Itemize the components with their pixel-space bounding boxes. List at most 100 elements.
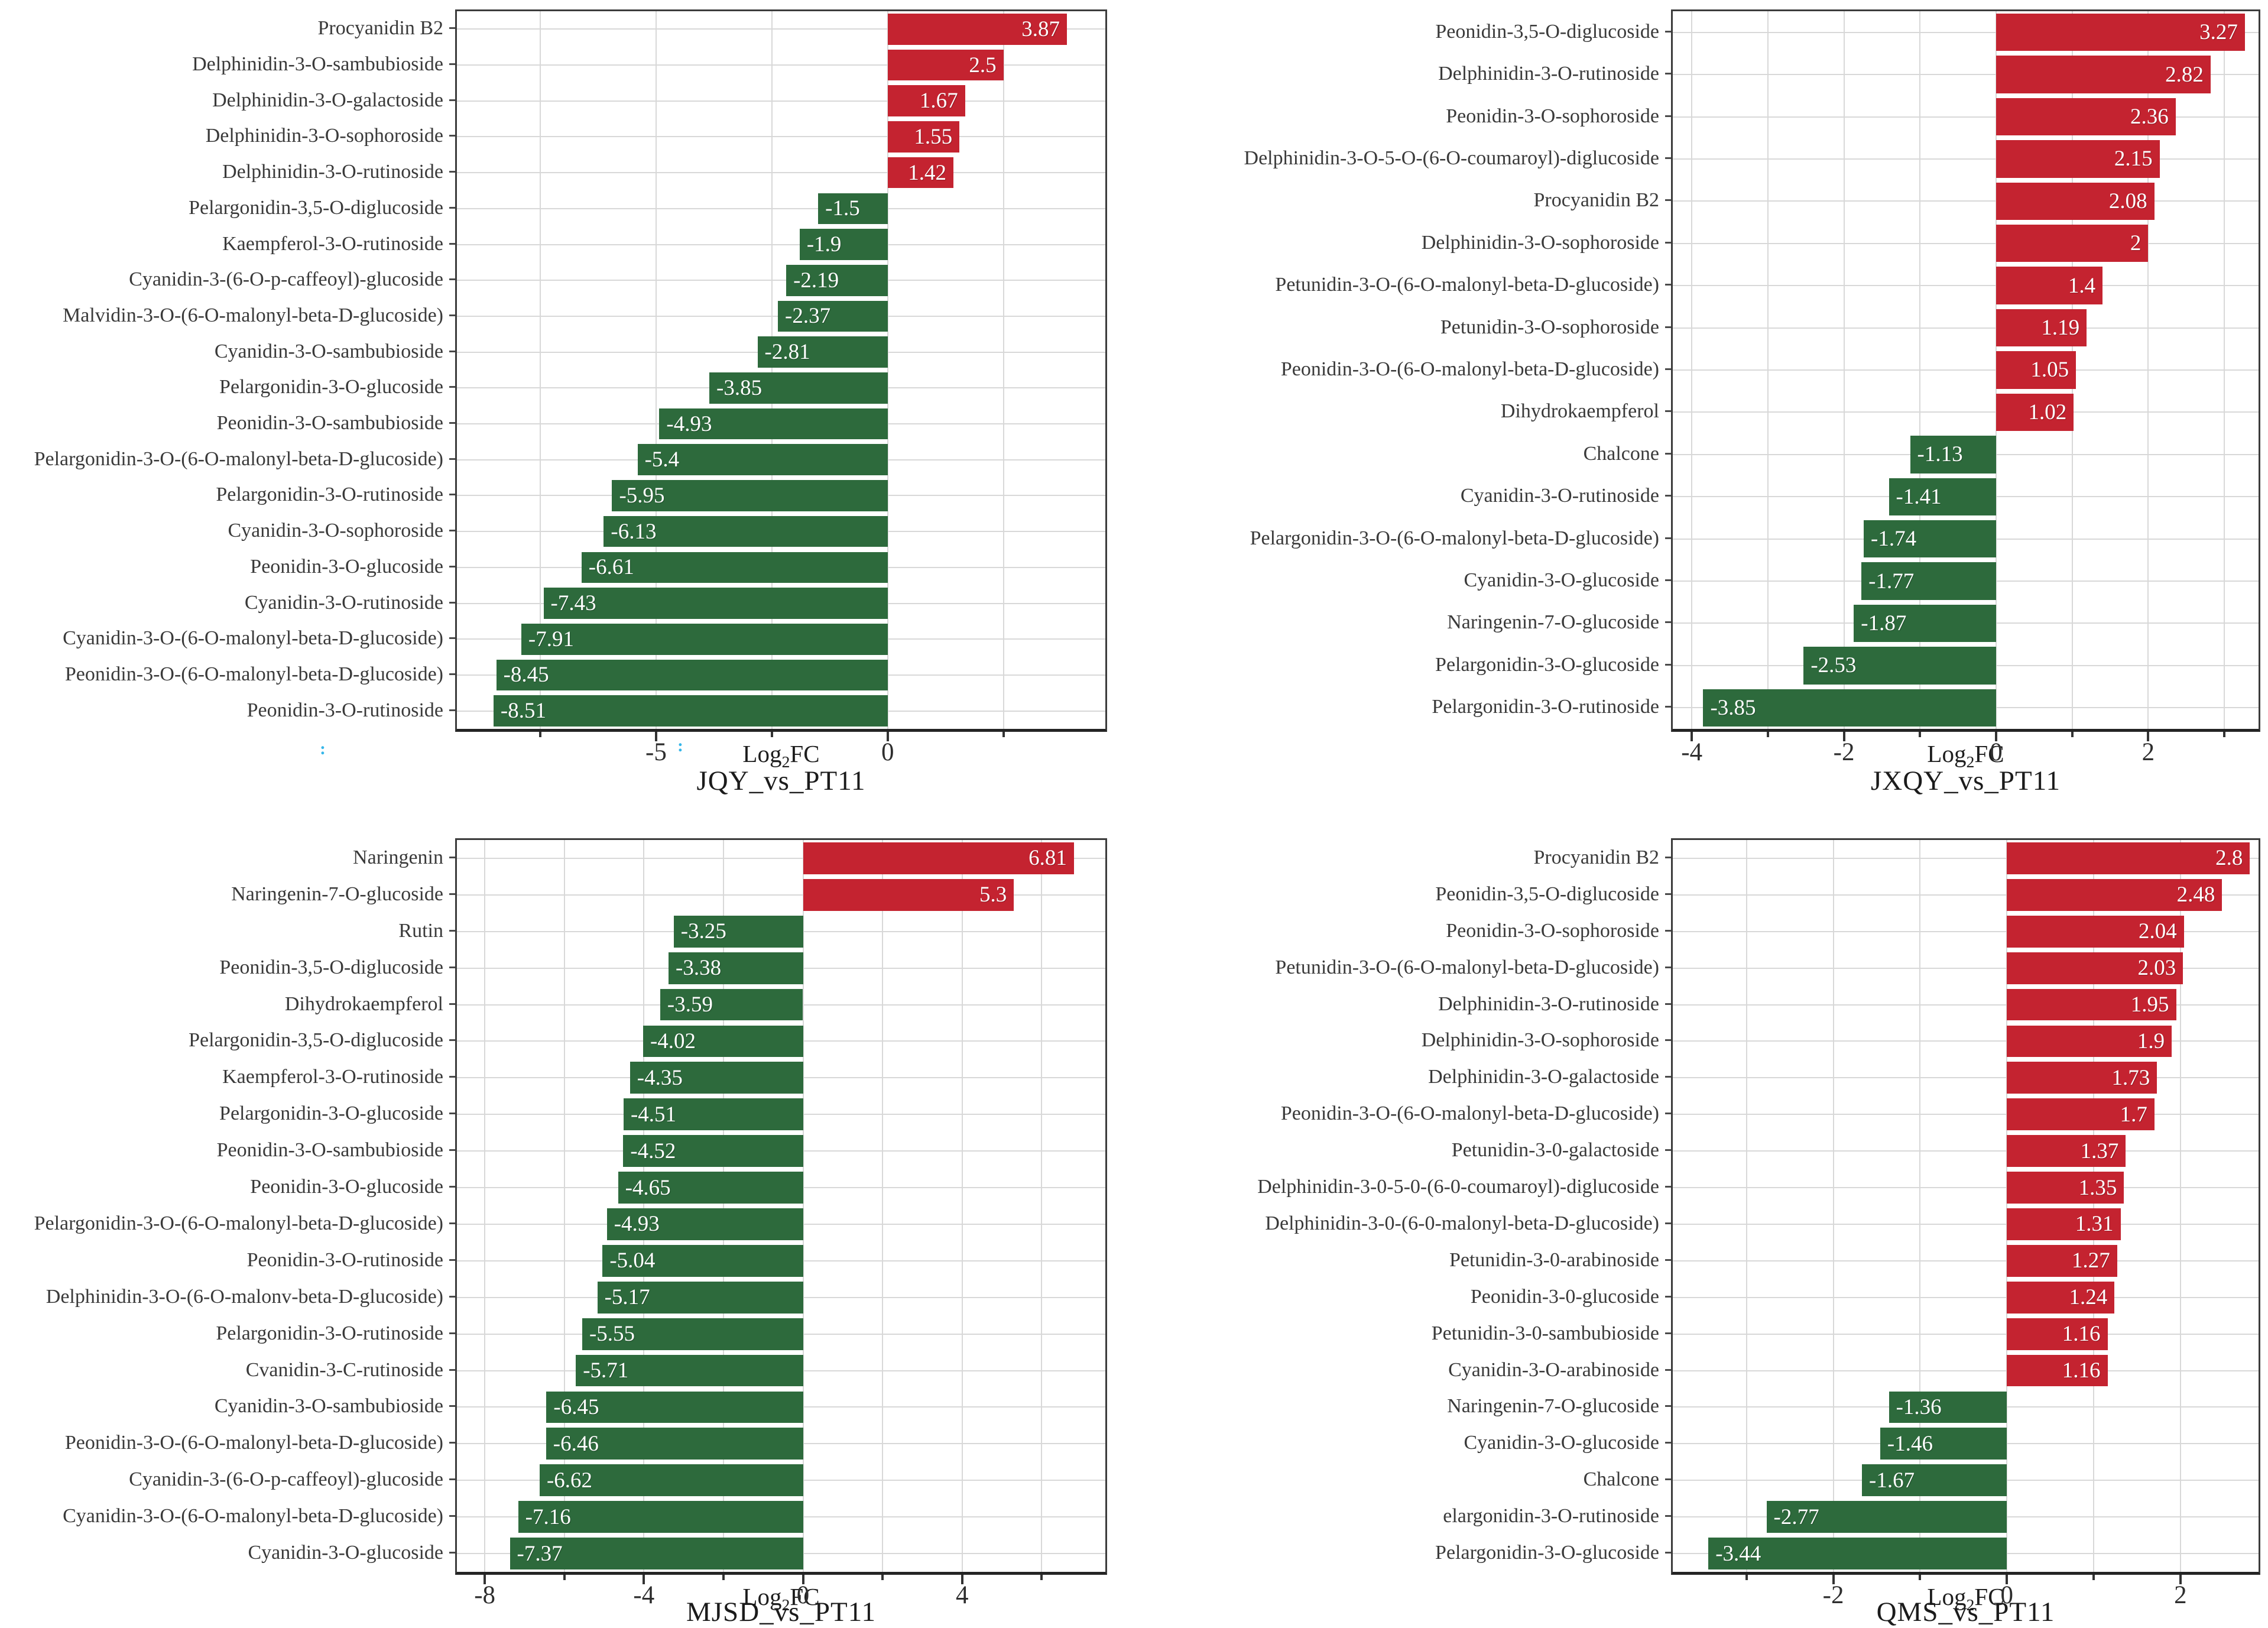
bar-downregulated: -6.62 xyxy=(539,1464,803,1497)
chart-panel-jqy-vs-pt11: 3.87 2.5 1.67 1.55 1.42 -1.5 -1.9 -2.19 -2.37 -2.… xyxy=(0,0,1125,812)
bar-downregulated: -3.85 xyxy=(1703,689,1996,727)
vertical-gridline xyxy=(2093,840,2095,1572)
bar-value-label: 5.3 xyxy=(979,883,1007,907)
category-tick xyxy=(1665,410,1671,413)
bar-upregulated: 2.04 xyxy=(2007,915,2184,948)
bar-value-label: 1.7 xyxy=(2120,1102,2147,1127)
bar-value-label: 1.4 xyxy=(2068,273,2096,298)
category-tick xyxy=(449,637,455,640)
category-label: Cvanidin-3-C-rutinoside xyxy=(245,1358,443,1381)
bar-downregulated: -4.35 xyxy=(630,1062,803,1094)
vertical-gridline xyxy=(655,11,657,729)
bar-value-label: 2.08 xyxy=(2108,189,2147,213)
bar-upregulated: 1.37 xyxy=(2007,1135,2126,1168)
horizontal-gridline xyxy=(1673,200,2259,202)
x-tick-label: 2 xyxy=(2142,738,2155,766)
horizontal-gridline xyxy=(457,280,1105,281)
bar-value-label: 1.16 xyxy=(2062,1322,2101,1347)
bar-upregulated: 1.4 xyxy=(1996,267,2103,304)
x-axis-label-text: FC xyxy=(1974,1583,2004,1610)
category-tick xyxy=(1665,284,1671,286)
bar-value-label: -4.02 xyxy=(650,1029,696,1053)
x-axis-label-subscript: 2 xyxy=(781,753,790,772)
bar-value-label: 2.5 xyxy=(969,53,997,77)
x-axis-label-text: Log xyxy=(1927,1583,1967,1610)
bar-value-label: -6.13 xyxy=(611,519,657,544)
vertical-gridline xyxy=(961,840,963,1572)
axis-major-tick xyxy=(654,732,657,741)
vertical-gridline xyxy=(2179,840,2181,1572)
category-label: Pelargonidin-3-O-rutinoside xyxy=(216,1322,443,1344)
category-label: Delphinidin-3-O-rutinoside xyxy=(1438,63,1659,85)
horizontal-gridline xyxy=(1673,857,2259,859)
bar-value-label: -3.25 xyxy=(680,919,726,944)
bar-downregulated: -2.19 xyxy=(786,264,888,296)
bar-downregulated: -7.43 xyxy=(543,588,888,619)
vertical-gridline xyxy=(802,840,804,1572)
category-tick xyxy=(1665,452,1671,455)
axis-minor-tick xyxy=(770,732,773,737)
category-tick xyxy=(1665,537,1671,539)
x-axis-label: Log2FC xyxy=(1671,1582,2260,1615)
bar-downregulated: -1.77 xyxy=(1861,562,1996,600)
category-label: Dihydrokaempferol xyxy=(1500,400,1659,423)
horizontal-gridline xyxy=(1673,1370,2259,1371)
category-tick xyxy=(449,601,455,604)
horizontal-gridline xyxy=(1673,1260,2259,1261)
category-label: Pelargonidin-3-O-(6-O-malonyl-beta-D-glu… xyxy=(1250,527,1659,549)
bar-downregulated: -4.93 xyxy=(659,408,888,440)
horizontal-gridline xyxy=(457,207,1105,209)
category-label: elargonidin-3-O-rutinoside xyxy=(1443,1505,1659,1528)
horizontal-gridline xyxy=(1673,1150,2259,1152)
category-tick xyxy=(449,856,455,858)
category-tick xyxy=(1665,1113,1671,1115)
bar-value-label: 1.31 xyxy=(2075,1212,2114,1237)
bar-downregulated: -3.59 xyxy=(660,988,803,1021)
axis-minor-tick xyxy=(1745,1575,1748,1580)
category-tick xyxy=(449,893,455,895)
category-tick xyxy=(1665,73,1671,75)
bar-value-label: 3.27 xyxy=(2199,20,2238,45)
category-tick xyxy=(1665,1405,1671,1408)
category-tick xyxy=(1665,1332,1671,1334)
category-tick xyxy=(449,530,455,532)
category-tick xyxy=(449,458,455,460)
category-tick xyxy=(449,63,455,66)
bar-upregulated: 1.73 xyxy=(2007,1062,2157,1094)
horizontal-gridline xyxy=(1673,369,2259,371)
category-tick xyxy=(1665,30,1671,33)
bar-downregulated: -4.93 xyxy=(606,1208,803,1240)
bar-value-label: 2 xyxy=(2130,231,2142,256)
category-tick xyxy=(1665,1222,1671,1224)
bar-upregulated: 1.67 xyxy=(887,85,965,117)
category-tick xyxy=(449,709,455,711)
category-tick xyxy=(1665,241,1671,244)
horizontal-gridline xyxy=(1673,1114,2259,1115)
category-tick xyxy=(449,99,455,101)
category-label: Delphinidin-3-O-(6-O-malonv-beta-D-gluco… xyxy=(46,1285,443,1308)
category-tick xyxy=(449,1149,455,1152)
bar-downregulated: -3.38 xyxy=(669,952,803,984)
horizontal-gridline xyxy=(1673,930,2259,932)
bar-upregulated: 1.05 xyxy=(1996,351,2076,389)
bar-value-label: -1.9 xyxy=(806,232,842,257)
bar-value-label: 2.15 xyxy=(2114,147,2153,171)
category-tick xyxy=(449,1076,455,1078)
chart-title: JXQY_vs_PT11 xyxy=(1870,766,2061,796)
category-tick xyxy=(449,206,455,209)
x-tick-label: 4 xyxy=(955,1581,969,1609)
axis-minor-tick xyxy=(1919,1575,1922,1580)
bar-downregulated: -4.02 xyxy=(643,1025,803,1058)
vertical-gridline xyxy=(643,840,645,1572)
category-tick xyxy=(1665,1515,1671,1517)
bar-downregulated: -7.91 xyxy=(521,623,888,655)
vertical-gridline xyxy=(484,840,486,1572)
horizontal-gridline xyxy=(1673,116,2259,118)
category-label: Chalcone xyxy=(1583,1468,1659,1491)
category-label: Kaempferol-3-O-rutinoside xyxy=(222,232,443,255)
bar-value-label: -5.04 xyxy=(609,1248,656,1273)
scan-artifact: : xyxy=(677,736,683,755)
bar-value-label: 1.55 xyxy=(914,124,953,149)
category-tick xyxy=(449,1186,455,1188)
category-tick xyxy=(449,422,455,424)
